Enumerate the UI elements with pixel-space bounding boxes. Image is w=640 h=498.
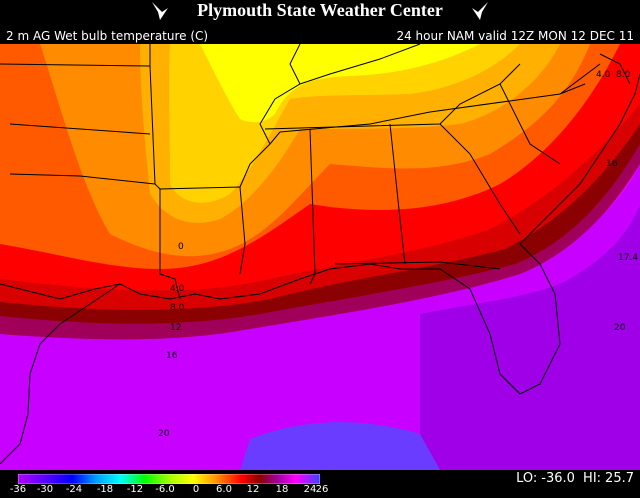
colorbar-tick: 12 [246,484,260,495]
lo-label: LO: [516,471,538,486]
valid-time-label: 24 hour NAM valid 12Z MON 12 DEC 11 [396,29,634,43]
subtitle-bar: 2 m AG Wet bulb temperature (C) 24 hour … [0,28,640,44]
footer: -36 -30 -24 -18 -12 -6.0 0 6.0 12 18 24 … [0,470,640,498]
colorbar-tick: -12 [126,484,144,495]
hi-label: HI: [583,471,602,486]
colorbar-tick: -36 [9,484,27,495]
contour-label: 8.0 [170,303,185,313]
colorbar-ticks: -36 -30 -24 -18 -12 -6.0 0 6.0 12 18 24 … [0,484,640,498]
contour-label: 20 [614,323,626,333]
contour-label: 16 [166,351,178,361]
contour-label: 4.0 [170,284,185,294]
colorbar [18,474,320,484]
band-blueviolet [240,422,440,470]
colorbar-tick: 6.0 [216,484,232,495]
band-yellow [200,44,480,123]
state-boundaries [0,44,640,465]
min-max-readout: LO: -36.0 HI: 25.7 [512,470,634,488]
colorbar-tick: 26 [315,484,329,495]
hi-value: 25.7 [605,471,634,486]
colorbar-tick: 0 [192,484,200,495]
colorbar-tick: -30 [36,484,54,495]
colorbar-tick: -24 [65,484,83,495]
colorbar-tick: -18 [96,484,114,495]
contour-label: 0 [178,242,184,252]
band-purple [420,204,640,470]
contour-label: 4.0 [596,70,611,80]
page-title: Plymouth State Weather Center [197,0,443,20]
variable-label: 2 m AG Wet bulb temperature (C) [6,29,209,43]
temperature-map: 0 4.0 8.0 12 16 20 4.0 8.0 16 17.4 20 [0,44,640,470]
contour-label: 20 [158,429,170,439]
contour-labels: 0 4.0 8.0 12 16 20 4.0 8.0 16 17.4 20 [158,70,638,439]
weather-center-logo-icon [472,2,488,20]
colorbar-tick: -6.0 [155,484,175,495]
contour-label: 16 [606,159,618,169]
contour-label: 8.0 [616,70,631,80]
colorbar-tick: 24 [303,484,317,495]
contour-label: 12 [170,323,181,333]
contour-label: 17.4 [618,253,638,263]
lo-value: -36.0 [541,471,575,486]
header: Plymouth State Weather Center [0,0,640,24]
weather-center-logo-icon [152,2,168,20]
colorbar-tick: 18 [275,484,289,495]
